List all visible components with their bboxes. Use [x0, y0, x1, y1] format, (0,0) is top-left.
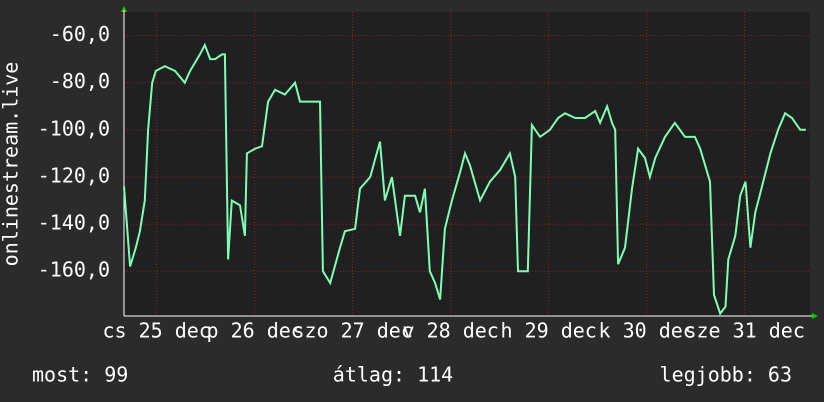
y-tick-label: -160,0 — [38, 258, 110, 282]
data-line — [123, 42, 806, 316]
axis-arrow — [121, 6, 127, 12]
y-tick-label: -80,0 — [50, 69, 110, 93]
x-tick-label: p 26 dec — [207, 319, 303, 343]
footer-now: most: 99 — [32, 363, 128, 387]
x-tick-label: v 28 dec — [403, 319, 499, 343]
footer-best: legjobb: 63 — [660, 363, 792, 387]
y-tick-label: -60,0 — [50, 22, 110, 46]
plot-area — [124, 12, 810, 316]
x-tick-label: cs 25 dec — [102, 319, 210, 343]
x-tick-label: sze 31 dec — [684, 319, 804, 343]
footer-avg: átlag: 114 — [333, 363, 453, 387]
y-tick-label: -120,0 — [38, 163, 110, 187]
x-tick-label: k 30 dec — [599, 319, 695, 343]
axis-arrow — [812, 313, 818, 319]
y-tick-label: -140,0 — [38, 211, 110, 235]
y-tick-label: -100,0 — [38, 116, 110, 140]
y-axis-label: onlinestream.live — [0, 62, 23, 267]
x-tick-label: h 29 dec — [501, 319, 597, 343]
x-tick-label: szo 27 dec — [292, 319, 412, 343]
